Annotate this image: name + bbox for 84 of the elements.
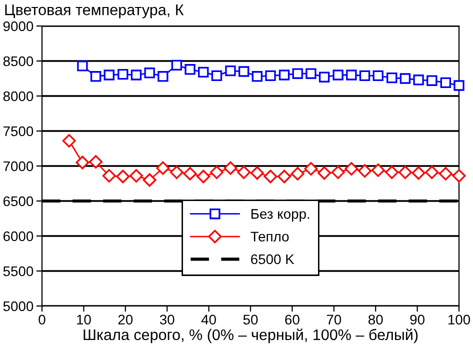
point xyxy=(331,166,345,180)
point xyxy=(278,170,292,184)
point xyxy=(225,65,236,76)
point xyxy=(385,166,399,180)
point xyxy=(318,72,330,82)
x-tick-label: 30 xyxy=(160,314,174,325)
point xyxy=(89,155,103,169)
point xyxy=(252,71,263,82)
point xyxy=(224,161,238,175)
x-tick-label: 50 xyxy=(243,314,258,325)
point xyxy=(425,166,439,180)
point xyxy=(102,169,116,183)
point xyxy=(170,166,184,180)
point xyxy=(344,162,358,176)
point xyxy=(426,75,438,86)
point xyxy=(359,70,370,82)
point xyxy=(400,73,411,84)
point xyxy=(452,169,466,183)
point xyxy=(278,70,290,80)
y-tick-label: 6000 xyxy=(3,231,34,242)
point xyxy=(386,72,398,84)
y-tick-label: 8000 xyxy=(3,91,34,102)
point xyxy=(116,170,130,184)
legend-label: Тепло xyxy=(250,232,289,242)
point xyxy=(398,166,412,180)
point xyxy=(346,70,357,80)
point xyxy=(210,166,224,180)
point xyxy=(77,60,88,72)
point xyxy=(358,164,372,178)
point xyxy=(306,68,316,79)
point xyxy=(62,134,76,148)
point xyxy=(142,173,156,187)
x-tick-label: 80 xyxy=(368,314,383,325)
point xyxy=(237,166,251,180)
y-tick-label: 5500 xyxy=(3,266,34,276)
x-axis-title: Шкала серого, % (0% – черный, 100% – белый) xyxy=(84,328,418,344)
point xyxy=(104,70,114,80)
point xyxy=(118,68,128,80)
x-tick-label: 0 xyxy=(38,314,46,325)
x-tick-label: 90 xyxy=(410,314,424,325)
point xyxy=(130,70,142,80)
point xyxy=(250,166,264,180)
point xyxy=(90,71,102,82)
x-tick-label: 100 xyxy=(448,314,470,325)
point xyxy=(290,166,304,180)
y-tick-label: 9000 xyxy=(3,21,34,32)
x-tick-label: 20 xyxy=(118,314,133,325)
point xyxy=(130,169,143,183)
point xyxy=(413,74,424,86)
y-tick-label: 7500 xyxy=(3,126,34,136)
y-tick-label: 7000 xyxy=(3,161,34,172)
point xyxy=(292,68,303,79)
legend-label: 6500 K xyxy=(251,254,294,264)
point xyxy=(238,66,250,77)
x-tick-label: 40 xyxy=(201,314,216,325)
y-tick-label: 6500 xyxy=(3,196,34,206)
point xyxy=(211,70,222,82)
point xyxy=(332,70,344,80)
point xyxy=(371,163,385,177)
point xyxy=(184,64,196,75)
point xyxy=(304,162,318,176)
point xyxy=(318,166,332,180)
point xyxy=(372,70,384,82)
point xyxy=(454,80,464,91)
point xyxy=(264,170,278,184)
x-tick-label: 10 xyxy=(77,314,91,325)
x-tick-label: 60 xyxy=(285,314,300,325)
point xyxy=(144,68,155,78)
legend-label: Без корр. xyxy=(251,209,310,222)
y-axis-title: Цветовая температура, К xyxy=(5,4,184,18)
point xyxy=(158,71,168,82)
point xyxy=(440,77,452,88)
point xyxy=(412,166,426,180)
point xyxy=(156,161,170,175)
y-tick-label: 5000 xyxy=(3,301,34,312)
x-tick-label: 70 xyxy=(326,314,342,325)
y-tick-label: 8500 xyxy=(3,56,34,66)
point xyxy=(438,166,452,180)
point xyxy=(76,156,90,170)
point xyxy=(196,170,210,184)
point xyxy=(265,70,276,82)
point xyxy=(171,60,182,71)
point xyxy=(183,166,197,180)
point xyxy=(198,66,209,78)
